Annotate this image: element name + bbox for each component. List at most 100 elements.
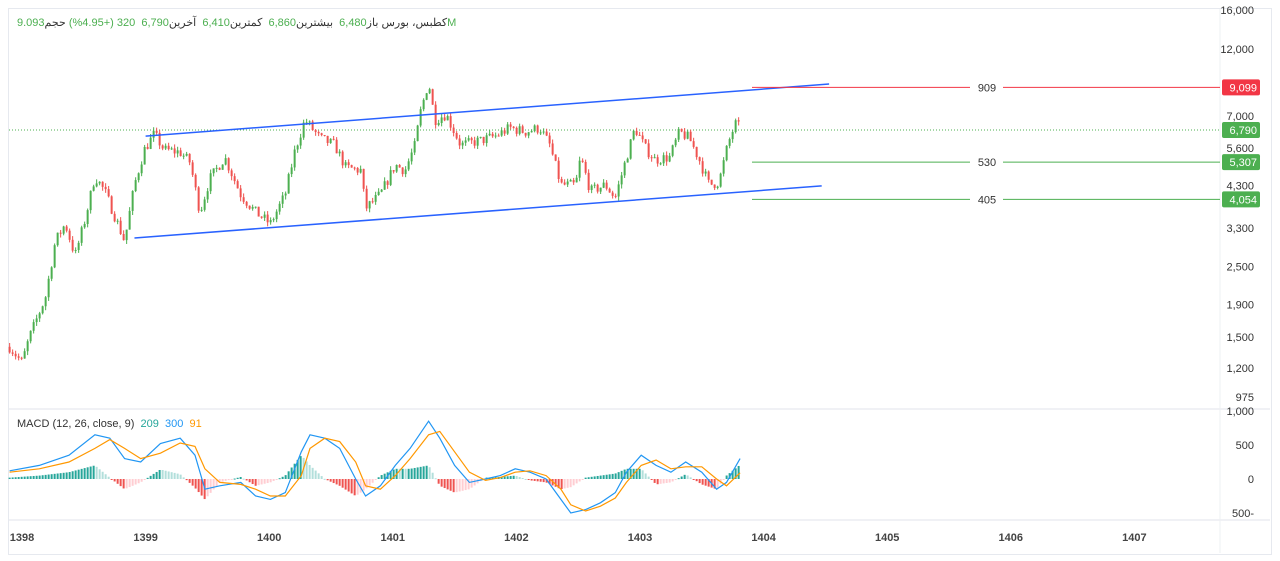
candle-body: [113, 213, 116, 222]
macd-histogram-bar: [605, 474, 608, 479]
candle-body: [53, 245, 56, 268]
candle-body: [362, 168, 365, 189]
macd-histogram-bar: [233, 478, 236, 480]
price-tick-label: 1,900: [1226, 299, 1254, 311]
macd-histogram-bar: [104, 474, 107, 479]
candle-body: [278, 203, 281, 212]
candle-body: [251, 206, 254, 209]
candle-body: [704, 171, 707, 174]
macd-histogram-bar: [89, 466, 92, 479]
candle-body: [47, 278, 50, 298]
candle-body: [581, 160, 584, 162]
candle-body: [80, 227, 83, 243]
candle-body: [221, 164, 224, 170]
candle-body: [257, 206, 260, 217]
candle-body: [587, 172, 590, 191]
candle-body: [458, 138, 461, 146]
macd-histogram-bar: [389, 470, 392, 479]
macd-histogram-bar: [188, 479, 191, 483]
macd-hist-value: 209: [140, 418, 159, 430]
candle-body: [161, 145, 164, 149]
high-value: 6,860: [268, 17, 296, 29]
macd-histogram-bar: [614, 473, 617, 479]
candle-body: [227, 158, 230, 171]
candle-body: [653, 157, 656, 159]
macd-histogram-bar: [533, 479, 536, 481]
macd-histogram-bar: [44, 474, 47, 479]
candle-body: [419, 109, 422, 126]
macd-histogram-bar: [452, 479, 455, 493]
candle-body: [308, 121, 311, 123]
macd-histogram-bar: [338, 479, 341, 486]
candle-body: [500, 130, 503, 136]
macd-histogram-bar: [458, 479, 461, 492]
candle-body: [299, 137, 302, 146]
candle-body: [242, 197, 245, 202]
candle-body: [470, 138, 473, 141]
macd-histogram-bar: [641, 470, 644, 479]
macd-histogram-bar: [122, 479, 125, 489]
candle-body: [116, 220, 119, 222]
macd-histogram-bar: [383, 473, 386, 479]
macd-histogram-bar: [557, 479, 560, 489]
macd-histogram-bar: [161, 470, 164, 479]
macd-histogram-bar: [266, 479, 269, 484]
macd-histogram-bar: [287, 471, 290, 479]
macd-histogram-bar: [536, 479, 539, 482]
macd-histogram-bar: [77, 469, 80, 479]
candle-body: [260, 216, 263, 218]
candle-body: [494, 135, 497, 137]
candle-body: [122, 233, 125, 241]
candle-body: [125, 229, 128, 241]
macd-histogram-bar: [542, 479, 545, 483]
candle-body: [404, 169, 407, 175]
macd-histogram-bar: [14, 477, 17, 479]
candle-body: [224, 158, 227, 165]
macd-histogram-bar: [224, 479, 227, 481]
macd-histogram-bar: [41, 475, 44, 479]
candle-body: [644, 139, 647, 144]
macd-histogram-bar: [371, 479, 374, 483]
macd-histogram-bar: [305, 461, 308, 479]
macd-histogram-bar: [587, 477, 590, 479]
price-tick-label: 1,500: [1226, 332, 1254, 344]
level-label: 909: [978, 82, 996, 94]
macd-histogram-bar: [47, 474, 50, 479]
low-label: کمترین: [229, 17, 263, 29]
macd-histogram-bar: [248, 479, 251, 483]
current-price-badge: [1222, 122, 1260, 138]
candle-body: [281, 195, 284, 204]
macd-histogram-bar: [230, 479, 233, 480]
macd-histogram-bar: [254, 479, 257, 486]
macd-histogram-bar: [512, 475, 515, 479]
macd-histogram-bar: [644, 473, 647, 479]
candle-body: [371, 201, 374, 203]
macd-histogram-bar: [560, 479, 563, 490]
candle-body: [548, 135, 551, 144]
candle-body: [188, 153, 191, 163]
macd-legend[interactable]: MACD (12, 26, close, 9) 209 300 91: [17, 418, 202, 430]
macd-histogram-bar: [578, 479, 581, 482]
candle-body: [566, 181, 569, 185]
time-tick-label: 1405: [875, 532, 899, 544]
open-label: باز: [366, 17, 379, 29]
macd-histogram-bar: [83, 468, 86, 479]
candle-body: [137, 173, 140, 181]
macd-histogram-bar: [572, 479, 575, 486]
macd-histogram-bar: [107, 476, 110, 479]
candle-body: [533, 125, 536, 132]
candle-body: [158, 132, 161, 146]
candle-body: [17, 356, 20, 358]
volume-value: 9.093M: [17, 17, 457, 29]
macd-histogram-bar: [140, 479, 143, 482]
candle-body: [311, 121, 314, 131]
macd-histogram-bar: [152, 473, 155, 479]
candle-body: [395, 164, 398, 172]
candle-body: [572, 180, 575, 183]
candle-body: [77, 242, 80, 250]
macd-histogram-bar: [164, 470, 167, 479]
candle-body: [497, 135, 500, 137]
macd-histogram-bar: [173, 472, 176, 479]
macd-histogram-bar: [143, 479, 146, 480]
